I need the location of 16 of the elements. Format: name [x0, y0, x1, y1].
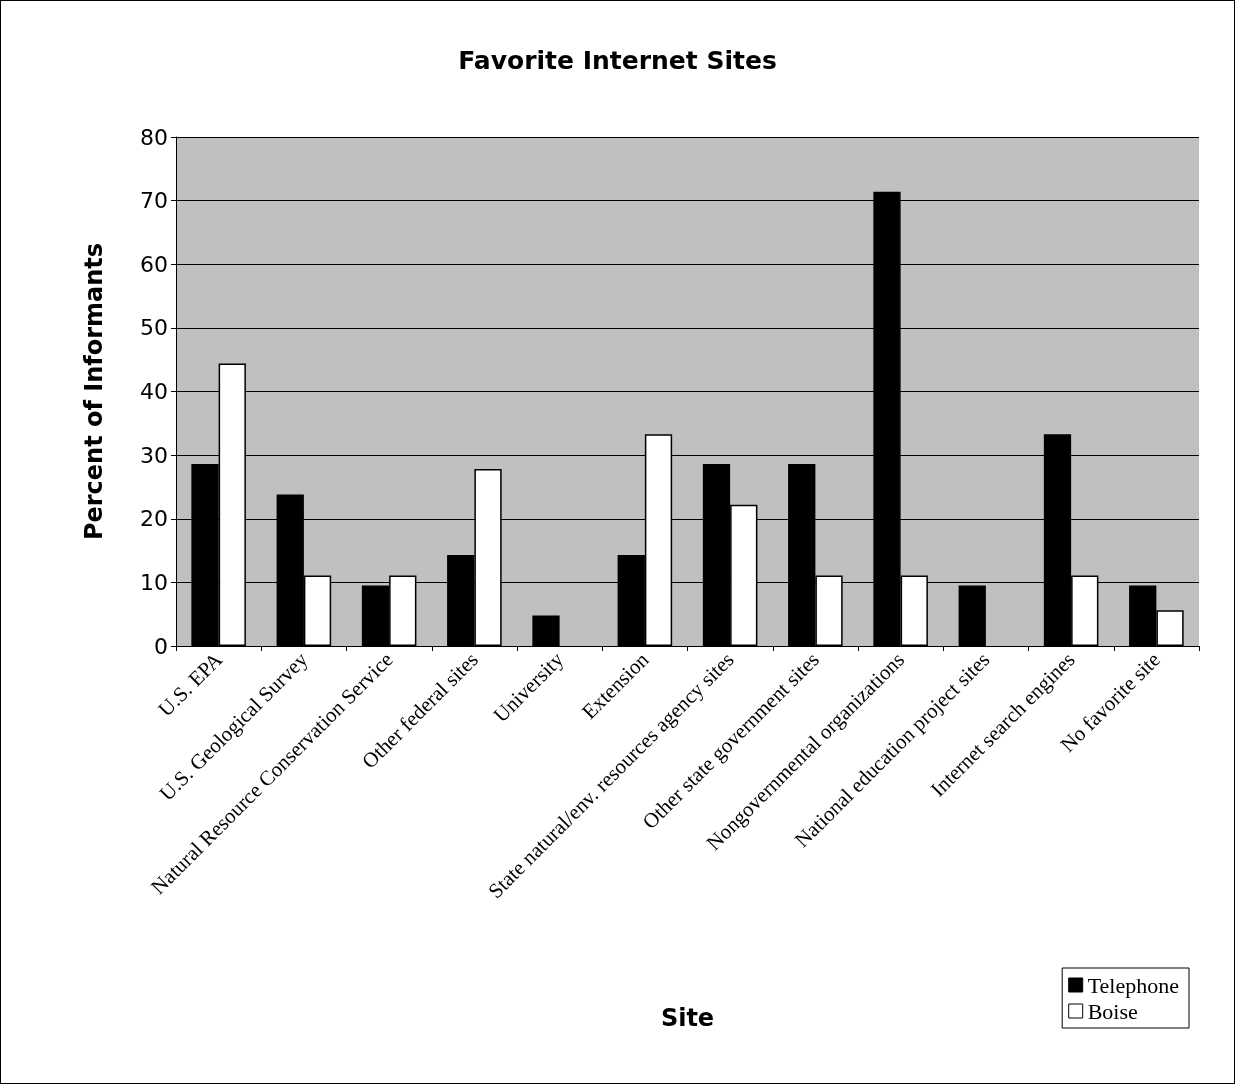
legend-label: Telephone: [1087, 972, 1179, 998]
y-tick-label: 40: [140, 379, 168, 404]
legend-label: Boise: [1087, 998, 1138, 1024]
y-axis-title: Percent of Informants: [80, 242, 108, 541]
bar: [958, 585, 986, 646]
x-axis-title: Site: [660, 1004, 715, 1032]
y-tick-label: 10: [140, 569, 168, 595]
y-tick-label: 70: [140, 188, 168, 214]
y-tick-label: 0: [154, 633, 168, 659]
y-tick-label: 80: [140, 124, 168, 150]
y-tick-label: 20: [140, 506, 168, 532]
chart-title: Favorite Internet Sites: [458, 46, 777, 75]
y-tick-label: 30: [140, 442, 168, 468]
y-tick-label: 60: [140, 251, 168, 277]
y-tick-label: 50: [140, 315, 168, 341]
bar: [532, 615, 560, 646]
